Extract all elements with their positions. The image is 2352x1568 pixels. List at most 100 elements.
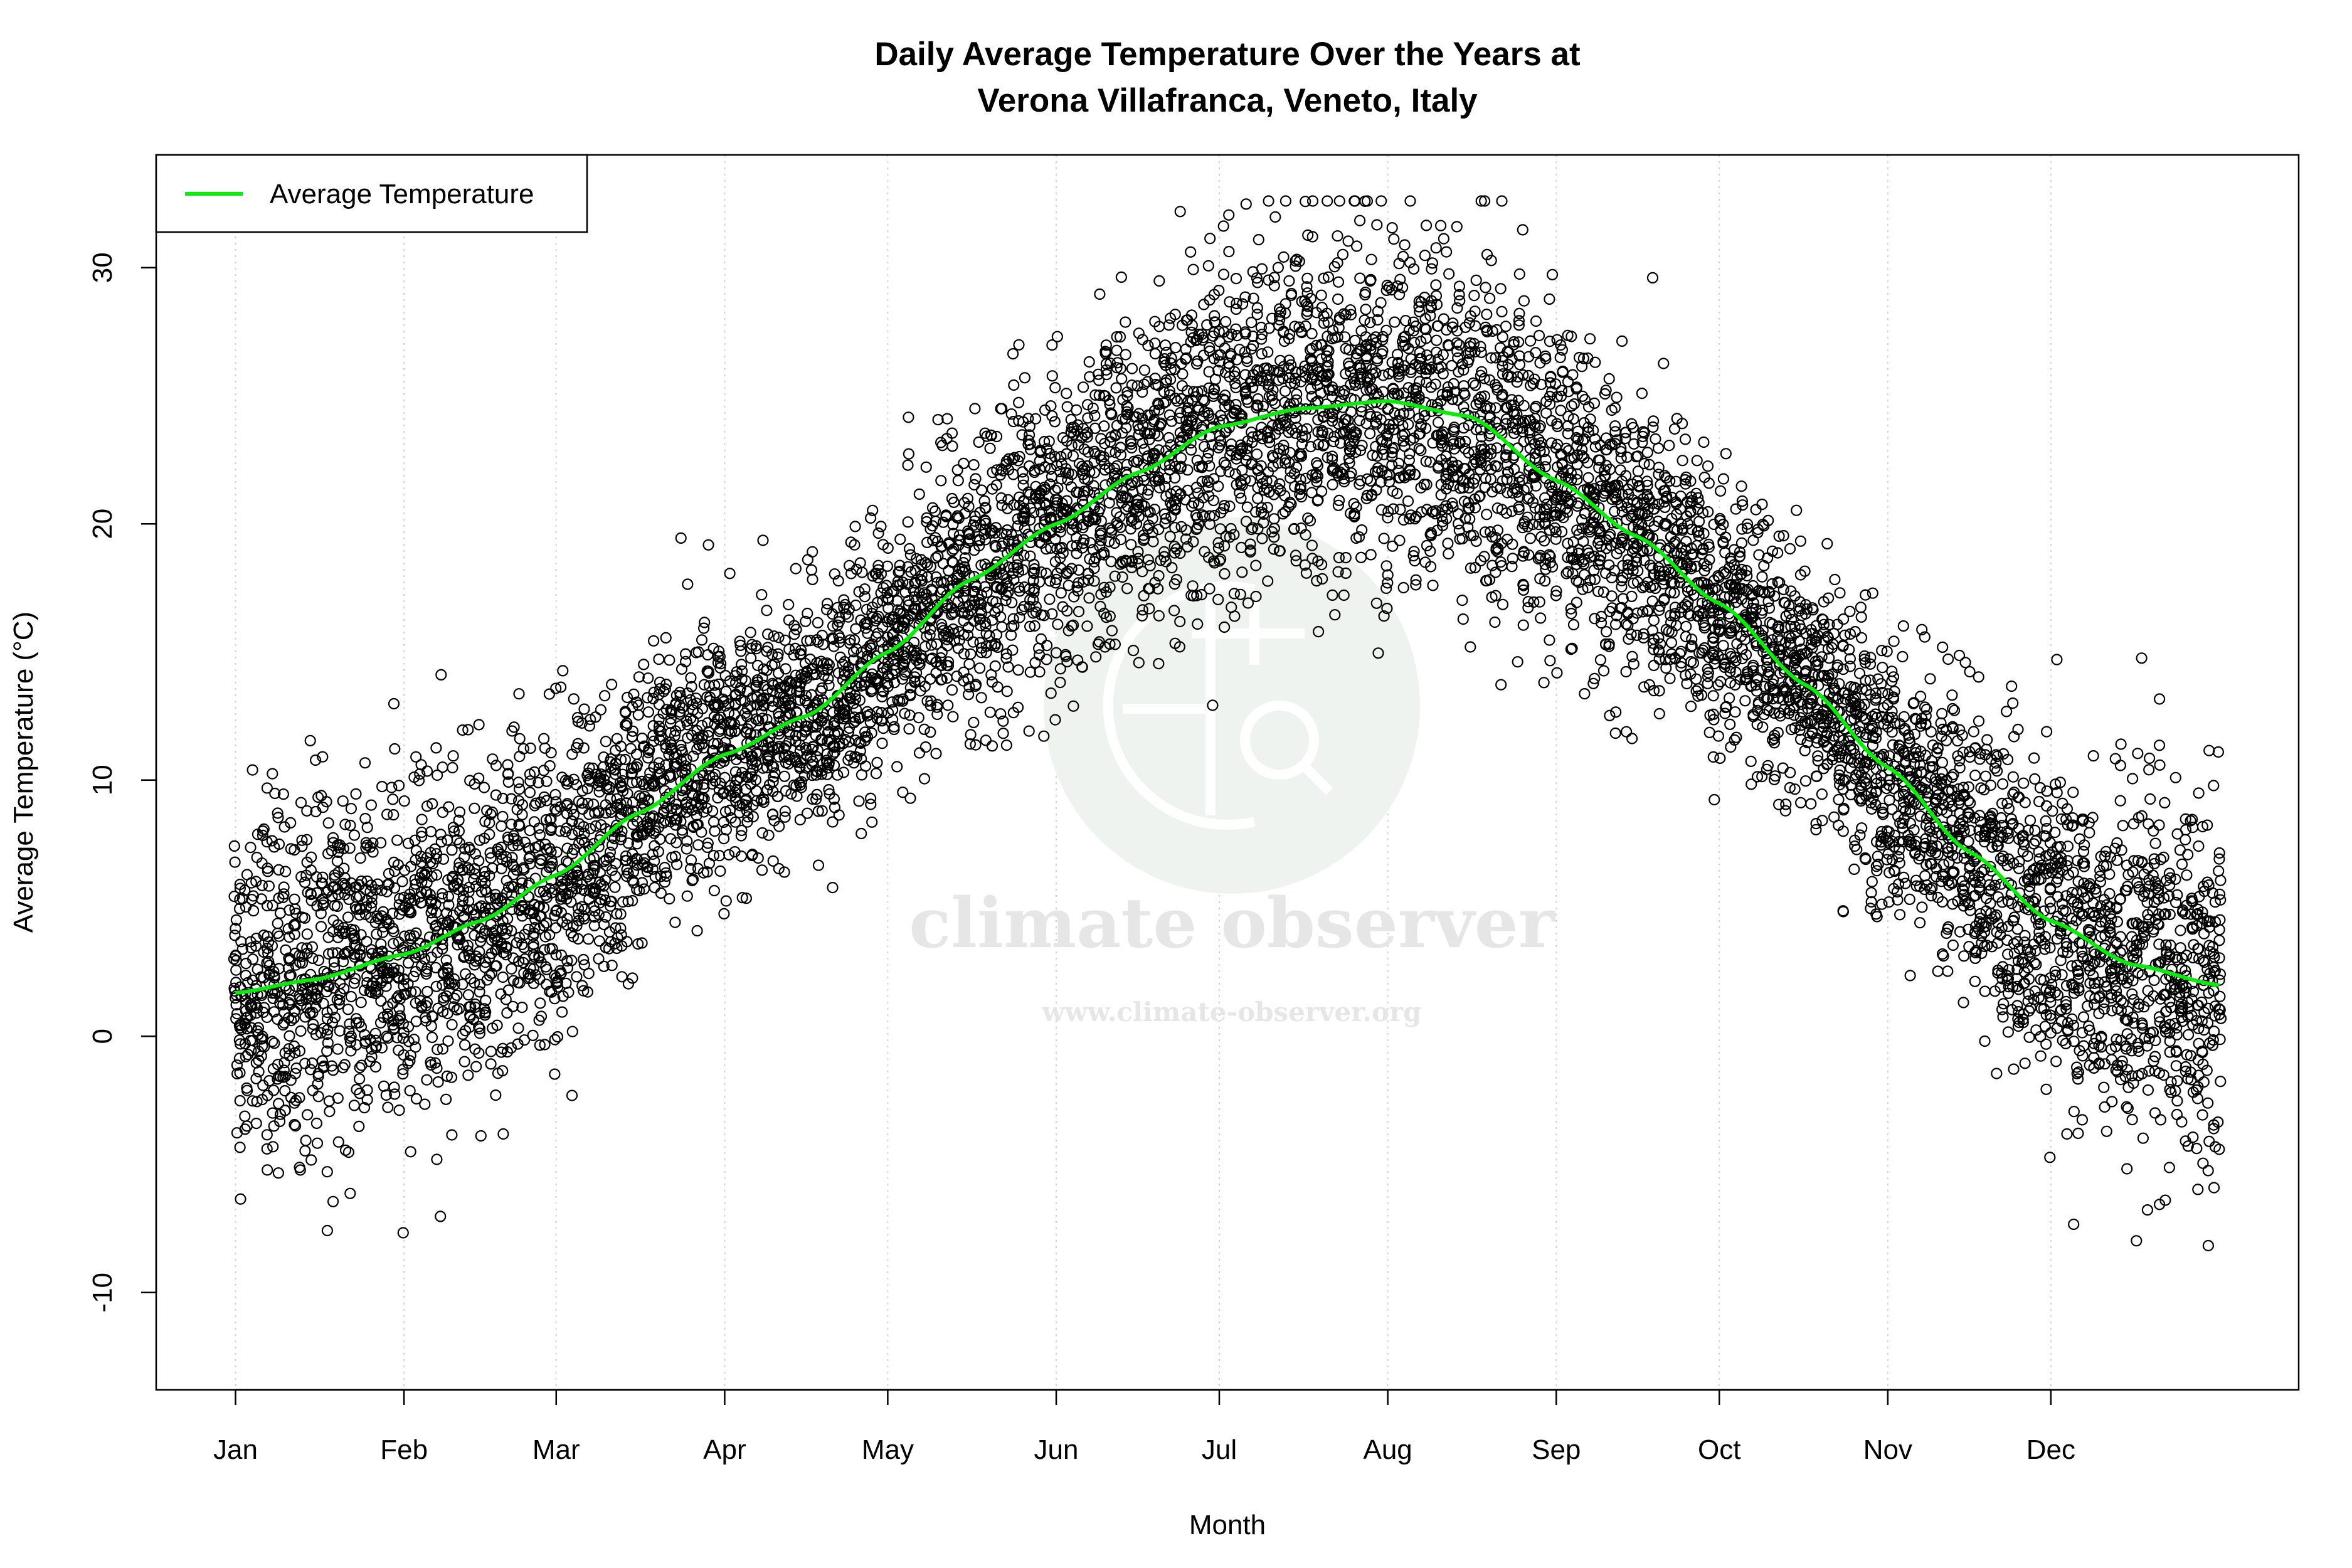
observation-point: [2208, 1182, 2220, 1194]
observation-point: [779, 634, 791, 646]
observation-point: [1518, 295, 1530, 307]
observation-point: [2104, 887, 2116, 900]
observation-point: [812, 617, 824, 629]
observation-point: [1029, 657, 1041, 669]
observation-point: [1614, 464, 1626, 476]
observation-point: [779, 811, 791, 823]
observation-point: [1844, 660, 1856, 672]
observation-point: [540, 813, 553, 826]
observation-point: [1668, 587, 1680, 599]
observation-point: [1000, 739, 1013, 751]
observation-point: [1152, 397, 1164, 410]
observation-point: [638, 659, 650, 670]
observation-point: [2029, 824, 2041, 837]
watermark-globe-icon: [1044, 517, 1420, 894]
observation-point: [1794, 535, 1806, 547]
observation-point: [1239, 291, 1251, 303]
observation-point: [1894, 909, 1906, 921]
observation-point: [421, 985, 433, 998]
observation-point: [2100, 1125, 2112, 1137]
observation-point: [582, 933, 595, 945]
observation-point: [778, 866, 790, 878]
observation-point: [404, 1084, 416, 1097]
observation-point: [2181, 869, 2193, 881]
observation-point: [321, 1166, 333, 1178]
observation-point: [968, 479, 980, 491]
observation-point: [1268, 272, 1280, 283]
observation-point: [1518, 436, 1530, 448]
observation-point: [391, 834, 403, 846]
observation-point: [1209, 310, 1221, 322]
observation-point: [827, 706, 839, 719]
observation-point: [1648, 614, 1660, 627]
observation-point: [344, 1187, 356, 1199]
observation-point: [1285, 498, 1297, 510]
observation-point: [2171, 1029, 2183, 1041]
observation-point: [2099, 1101, 2111, 1113]
observation-point: [1204, 233, 1216, 245]
observation-point: [2055, 1015, 2068, 1027]
observation-point: [1223, 246, 1235, 258]
observation-point: [1372, 314, 1384, 326]
observation-point: [272, 1167, 284, 1179]
observation-point: [1421, 539, 1433, 552]
observation-point: [2132, 748, 2144, 760]
observation-point: [2077, 1011, 2090, 1023]
observation-point: [1073, 564, 1085, 576]
observation-point: [1665, 637, 1678, 649]
observation-point: [2082, 1000, 2094, 1012]
observation-point: [457, 724, 469, 736]
observation-point: [1105, 556, 1117, 568]
observation-point: [462, 989, 475, 1001]
observation-point: [1997, 1011, 2009, 1023]
observation-point: [2215, 1076, 2227, 1088]
observation-point: [1034, 666, 1046, 678]
observation-point: [305, 1154, 317, 1166]
observation-point: [1304, 515, 1316, 527]
observation-point: [1555, 339, 1567, 351]
observation-point: [435, 669, 447, 681]
observation-point: [2213, 924, 2225, 936]
observation-point: [263, 880, 275, 892]
observation-point: [968, 716, 980, 729]
observation-point: [566, 1089, 578, 1101]
observation-point: [1953, 649, 1966, 662]
observation-point: [339, 1059, 351, 1071]
observation-point: [807, 573, 818, 586]
observation-point: [1383, 281, 1396, 294]
observation-point: [1480, 282, 1491, 294]
observation-point: [981, 601, 993, 613]
observation-point: [1641, 447, 1653, 458]
observation-point: [1394, 504, 1406, 516]
observation-point: [568, 808, 580, 821]
observation-point: [590, 711, 601, 723]
observation-point: [1707, 690, 1719, 702]
watermark-url: www.climate-observer.org: [1042, 997, 1422, 1027]
observation-point: [551, 1030, 564, 1043]
observation-point: [1202, 260, 1214, 272]
observation-point: [1969, 770, 1981, 781]
observation-point: [497, 971, 509, 983]
observation-point: [317, 871, 329, 883]
observation-point: [2002, 1026, 2014, 1038]
observation-point: [2149, 1107, 2161, 1119]
observation-point: [1430, 242, 1442, 254]
observation-point: [593, 935, 605, 947]
observation-point: [2160, 939, 2172, 951]
observation-point: [262, 1164, 273, 1176]
observation-point: [1191, 590, 1203, 601]
observation-point: [1046, 410, 1058, 422]
observation-point: [1556, 526, 1568, 538]
observation-point: [1142, 339, 1154, 352]
observation-point: [1702, 460, 1714, 472]
observation-point: [1120, 316, 1131, 328]
observation-point: [376, 780, 388, 793]
observation-point: [506, 963, 517, 975]
observation-point: [1904, 970, 1916, 982]
observation-point: [1877, 662, 1888, 674]
observation-point: [312, 791, 324, 803]
observation-point: [1283, 275, 1295, 287]
observation-point: [2029, 985, 2041, 997]
observation-point: [578, 703, 590, 715]
observation-point: [1149, 337, 1161, 349]
